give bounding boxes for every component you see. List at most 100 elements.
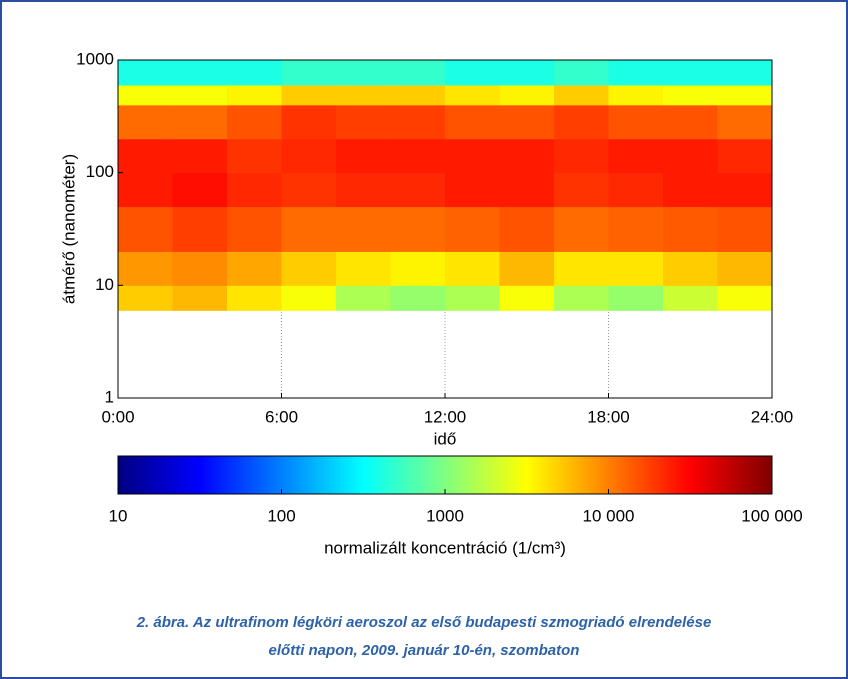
heatmap-cell	[499, 172, 555, 208]
heatmap-cell	[445, 60, 500, 86]
heatmap-cell	[172, 251, 228, 286]
heatmap-cell	[554, 138, 609, 174]
heatmap-cell	[663, 104, 718, 140]
heatmap-cell	[227, 251, 282, 286]
heatmap-cell	[390, 138, 446, 174]
heatmap-cell	[445, 104, 500, 140]
heatmap-cell	[445, 84, 500, 106]
heatmap-cell	[336, 138, 391, 174]
x-tick-label: 0:00	[101, 407, 134, 426]
heatmap-cell	[281, 60, 337, 86]
heatmap-cell	[499, 84, 555, 106]
heatmap-cell	[717, 84, 773, 106]
heatmap-cell	[227, 285, 282, 311]
y-axis-label: átmérő (nanométer)	[59, 154, 78, 304]
y-tick-label: 10	[95, 275, 114, 294]
heatmap-cell	[390, 172, 446, 208]
heatmap-cell	[717, 251, 773, 286]
heatmap-cell	[227, 60, 282, 86]
x-tick-label: 6:00	[265, 407, 298, 426]
heatmap-cell	[227, 206, 282, 252]
heatmap-cell	[717, 60, 773, 86]
heatmap-cell	[554, 60, 609, 86]
heatmap-cell	[717, 206, 773, 252]
heatmap-cell	[172, 84, 228, 106]
heatmap-cell	[554, 172, 609, 208]
heatmap-cell	[118, 104, 173, 140]
heatmap-cell	[172, 60, 228, 86]
heatmap-cell	[554, 251, 609, 286]
heatmap-cell	[281, 104, 337, 140]
heatmap-cell	[281, 172, 337, 208]
heatmap-cell	[390, 84, 446, 106]
heatmap-cell	[608, 60, 664, 86]
heatmap-cell	[118, 285, 173, 311]
heatmap-cell	[227, 84, 282, 106]
heatmap-cell	[172, 138, 228, 174]
heatmap-cell	[227, 104, 282, 140]
heatmap-cell	[390, 104, 446, 140]
heatmap-cell	[554, 84, 609, 106]
heatmap-cell	[172, 206, 228, 252]
heatmap-cell	[608, 206, 664, 252]
y-tick-label: 1000	[76, 49, 114, 68]
heatmap-cell	[336, 251, 391, 286]
y-tick-label: 100	[86, 162, 114, 181]
colorbar-tick-label: 10	[109, 506, 128, 525]
heatmap-cell	[118, 60, 173, 86]
heatmap-cell	[445, 172, 500, 208]
caption: 2. ábra. Az ultrafinom légköri aeroszol …	[136, 614, 712, 631]
x-tick-label: 18:00	[587, 407, 630, 426]
heatmap-cell	[118, 206, 173, 252]
heatmap-cell	[227, 138, 282, 174]
heatmap-cell	[663, 84, 718, 106]
heatmap-cell	[390, 285, 446, 311]
heatmap-cell	[499, 285, 555, 311]
heatmap-cell	[118, 172, 173, 208]
colorbar-tick-label: 10 000	[583, 506, 635, 525]
heatmap-cell	[118, 84, 173, 106]
heatmap-cell	[663, 285, 718, 311]
heatmap-cell	[608, 138, 664, 174]
heatmap	[118, 60, 773, 311]
heatmap-cell	[663, 206, 718, 252]
heatmap-cell	[608, 84, 664, 106]
heatmap-cell	[118, 251, 173, 286]
heatmap-cell	[717, 172, 773, 208]
caption: előtti napon, 2009. január 10-én, szomba…	[269, 642, 580, 659]
heatmap-cell	[663, 172, 718, 208]
heatmap-cell	[608, 104, 664, 140]
heatmap-cell	[499, 251, 555, 286]
colorbar	[117, 455, 773, 495]
heatmap-cell	[445, 138, 500, 174]
heatmap-cell	[717, 104, 773, 140]
heatmap-cell	[336, 206, 391, 252]
heatmap-cell	[281, 251, 337, 286]
heatmap-cell	[554, 206, 609, 252]
heatmap-cell	[281, 206, 337, 252]
colorbar-tick-label: 1000	[426, 506, 464, 525]
heatmap-cell	[663, 251, 718, 286]
heatmap-cell	[608, 251, 664, 286]
heatmap-cell	[336, 172, 391, 208]
heatmap-cell	[172, 104, 228, 140]
heatmap-cell	[608, 172, 664, 208]
heatmap-cell	[336, 60, 391, 86]
heatmap-cell	[172, 172, 228, 208]
heatmap-cell	[227, 172, 282, 208]
heatmap-cell	[608, 285, 664, 311]
heatmap-cell	[499, 206, 555, 252]
heatmap-cell	[281, 138, 337, 174]
heatmap-cell	[281, 84, 337, 106]
x-tick-label: 24:00	[751, 407, 794, 426]
heatmap-cell	[445, 251, 500, 286]
heatmap-cell	[390, 251, 446, 286]
heatmap-cell	[118, 138, 173, 174]
heatmap-cell	[390, 60, 446, 86]
heatmap-cell	[499, 104, 555, 140]
heatmap-cell	[717, 138, 773, 174]
heatmap-cell	[336, 84, 391, 106]
heatmap-cell	[281, 285, 337, 311]
